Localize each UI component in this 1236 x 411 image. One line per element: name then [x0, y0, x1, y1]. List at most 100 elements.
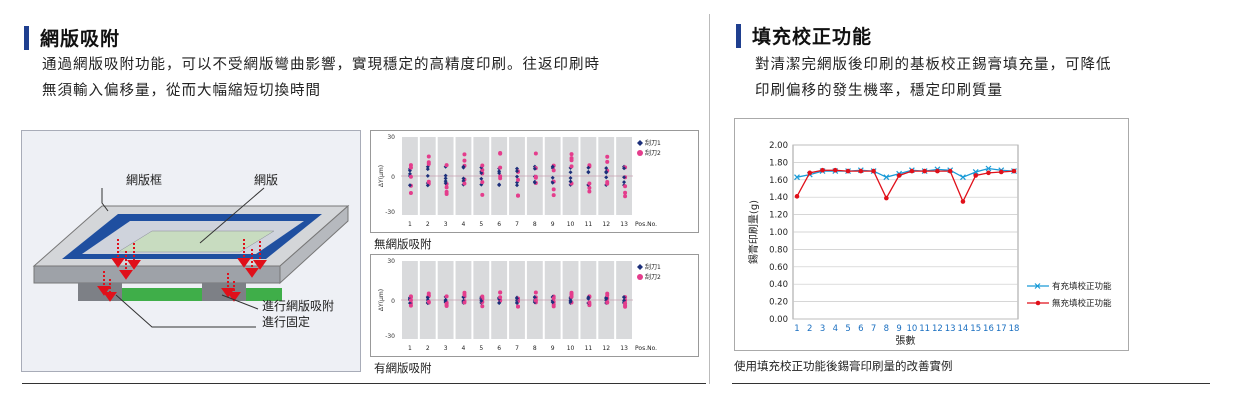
dot-squeegee1 [479, 171, 484, 176]
dot-squeegee1 [515, 296, 519, 301]
dot-squeegee1 [604, 170, 609, 175]
x-tick-label: 5 [845, 324, 850, 334]
dot-squeegee2 [444, 185, 449, 190]
y-tick-label: 0.60 [769, 263, 788, 273]
label-screen: 網版 [254, 173, 279, 187]
dot-squeegee2 [623, 301, 628, 306]
x-tick-label: 7 [515, 221, 519, 228]
y-tick-label: 0 [391, 298, 395, 305]
data-point [794, 174, 800, 181]
left-bottom-rule [22, 383, 706, 384]
section-divider [709, 14, 710, 384]
x-tick-label: 12 [932, 324, 943, 334]
right-bottom-rule [732, 383, 1210, 384]
dot-squeegee2 [408, 174, 413, 179]
x-tick-label: 7 [515, 345, 519, 352]
dot-squeegee1 [461, 164, 466, 169]
dot-squeegee1 [568, 179, 573, 184]
dot-squeegee2 [462, 158, 467, 163]
dot-squeegee2 [533, 290, 538, 295]
dot-squeegee2 [426, 291, 431, 296]
suction-arrows [97, 239, 267, 302]
dot-squeegee2 [605, 159, 610, 164]
x-tick-label: 16 [983, 324, 994, 334]
y-tick-label: 1.60 [769, 176, 788, 186]
plot-without-suction: 30 0 -30 ΔY(μm) 1 2 3 4 5 6 7 8 9 10 11 12 13 Pos.No. 刮刀1 刮… [370, 130, 699, 233]
x-tick-label: 13 [945, 324, 956, 334]
dot-squeegee2 [480, 304, 485, 309]
y-tick-label: 0.20 [769, 298, 788, 308]
x-tick-label: 12 [602, 221, 610, 228]
y-tick-label: -30 [385, 333, 395, 340]
legend-marker [637, 150, 643, 156]
dot-squeegee1 [622, 295, 627, 300]
dot-squeegee1 [586, 295, 591, 300]
data-point [807, 170, 813, 176]
dot-squeegee1 [407, 183, 412, 188]
dot-squeegee2 [551, 304, 556, 309]
x-tick-label: 1 [408, 221, 412, 228]
x-tick-label: 12 [602, 345, 610, 352]
x-tick-label: 15 [970, 324, 981, 334]
dot-squeegee1 [586, 165, 591, 170]
x-tick-label: 6 [497, 221, 501, 228]
dot-squeegee2 [498, 165, 503, 170]
dot-squeegee2 [498, 290, 503, 295]
x-tick-label: 10 [906, 324, 917, 334]
plot-with-suction: 30 0 -30 ΔY(μm) 1 2 3 4 5 6 7 8 9 10 11 12 13 Pos.No. 刮刀1 刮… [370, 254, 699, 357]
legend-marker [637, 140, 643, 146]
dot-squeegee2 [480, 163, 485, 168]
dot-squeegee2 [569, 152, 574, 157]
x-axis-suffix: Pos.No. [635, 221, 657, 228]
dot-squeegee2 [551, 193, 556, 198]
x-tick-label: 6 [497, 345, 501, 352]
dot-squeegee1 [515, 166, 519, 171]
x-tick-label: 2 [807, 324, 812, 334]
x-tick-label: 5 [479, 345, 483, 352]
data-point [909, 168, 915, 174]
dot-squeegee2 [516, 304, 520, 309]
x-tick-label: 4 [462, 345, 466, 352]
right-desc-line1: 對清潔完網版後印刷的基板校正錫膏填充量，可降低 [755, 57, 1112, 73]
data-point [922, 168, 927, 174]
dot-squeegee1 [532, 180, 537, 185]
dot-squeegee2 [444, 189, 449, 194]
dot-squeegee2 [498, 295, 503, 300]
right-desc-line2: 印刷偏移的發生機率，穩定印刷質量 [755, 83, 1003, 99]
dot-squeegee2 [444, 303, 449, 308]
x-tick-label: 8 [533, 345, 537, 352]
dot-squeegee2 [587, 181, 592, 186]
legend-marker [1035, 300, 1041, 306]
y-tick-label: 30 [387, 134, 395, 141]
dot-squeegee1 [479, 176, 484, 181]
dot-squeegee2 [569, 164, 574, 169]
dot-squeegee1 [497, 182, 502, 187]
data-point [960, 174, 966, 181]
dot-squeegee1 [443, 181, 448, 186]
dot-squeegee1 [622, 180, 627, 185]
data-point [871, 168, 876, 174]
x-tick-label: 11 [585, 221, 593, 228]
y-tick-label: 1.20 [769, 211, 788, 221]
dot-squeegee1 [425, 295, 430, 300]
dot-squeegee1 [461, 294, 466, 299]
x-tick-label: 2 [426, 345, 430, 352]
y-axis-label: 錫膏印刷量(g) [747, 200, 760, 264]
legend-marker [637, 264, 643, 270]
dot-squeegee1 [550, 180, 555, 185]
dot-squeegee1 [425, 167, 430, 172]
data-point [845, 168, 851, 174]
dot-squeegee2 [462, 152, 467, 157]
right-title: 填充校正功能 [752, 26, 873, 48]
legend-label: 有充填校正功能 [1052, 281, 1112, 292]
dot-squeegee2 [605, 300, 610, 305]
dot-squeegee2 [587, 300, 592, 305]
data-point [884, 195, 889, 201]
data-point [1011, 168, 1017, 174]
dot-squeegee1 [425, 173, 430, 178]
data-point [896, 173, 902, 178]
legend-label: 刮刀2 [645, 149, 661, 157]
dot-squeegee2 [623, 194, 628, 199]
dot-squeegee2 [444, 163, 449, 168]
